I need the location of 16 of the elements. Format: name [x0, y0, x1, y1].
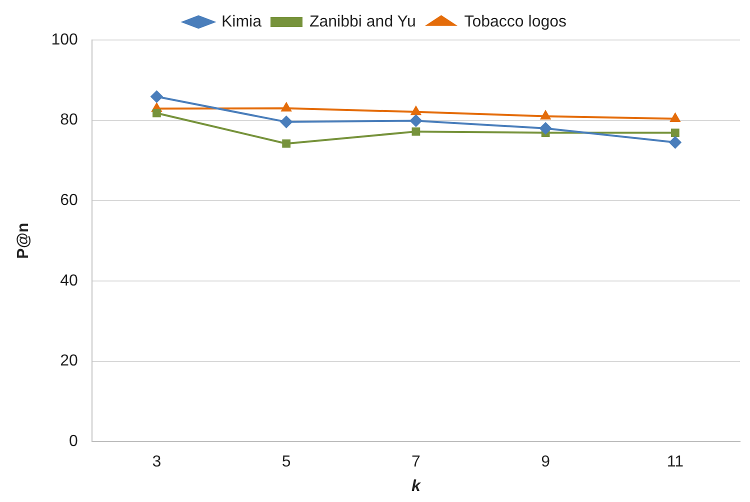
y-tick-label: 100 — [51, 31, 78, 48]
x-tick-label: 3 — [152, 454, 162, 471]
y-tick-label: 0 — [68, 433, 78, 450]
y-tick-label: 60 — [60, 192, 78, 210]
x-tick-label: 5 — [282, 454, 291, 471]
x-tick-label: 7 — [411, 454, 420, 471]
x-tick-label: 11 — [666, 454, 684, 471]
legend-label: Zanibbi and Yu — [309, 13, 416, 30]
y-tick-label: 80 — [60, 112, 78, 129]
legend-label: Tobacco logos — [464, 13, 567, 30]
x-tick-label: 9 — [541, 454, 550, 471]
legend-label: Kimia — [221, 13, 262, 30]
y-tick-label: 40 — [60, 272, 78, 290]
y-tick-label: 20 — [60, 352, 78, 370]
x-axis-title: k — [411, 478, 422, 495]
y-axis-title: P@n — [15, 222, 32, 259]
